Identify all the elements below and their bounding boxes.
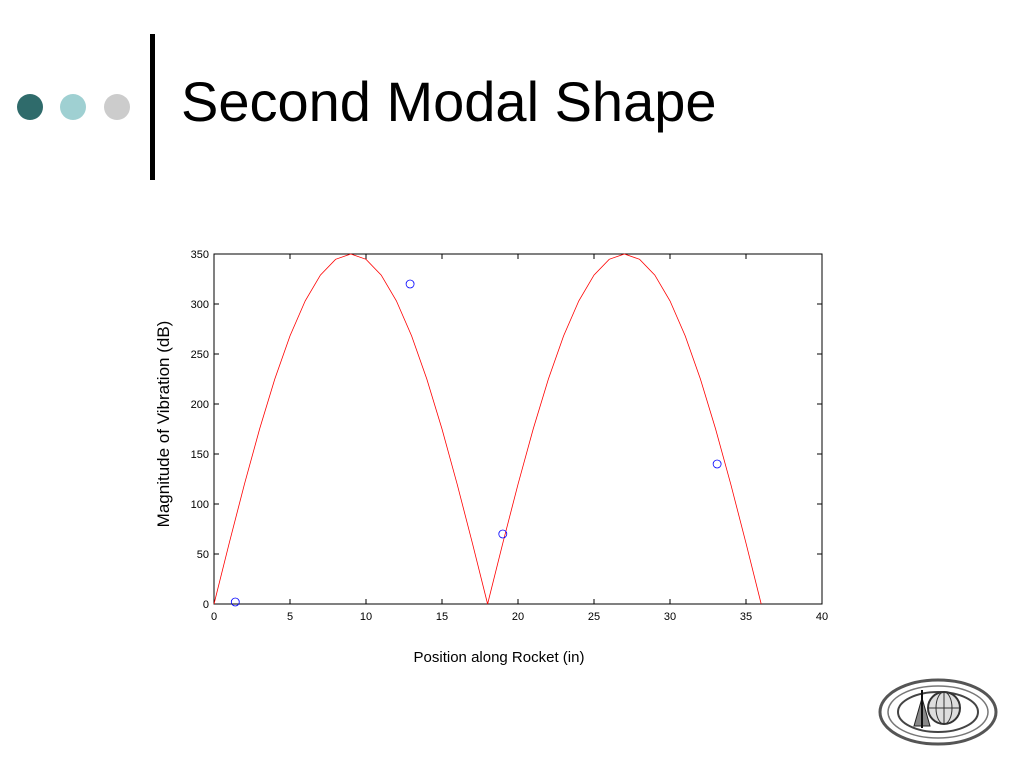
y-tick-label: 100	[191, 499, 209, 511]
y-tick-label: 50	[197, 549, 209, 561]
y-tick-label: 200	[191, 399, 209, 411]
title-accent-bar	[150, 34, 155, 180]
y-axis-label: Magnitude of Vibration (dB)	[154, 321, 173, 528]
x-tick-label: 5	[287, 611, 293, 623]
y-tick-label: 0	[203, 599, 209, 611]
slide-bullet-dot-2	[60, 94, 86, 120]
series-line-modal-shape	[213, 253, 762, 605]
x-tick-label: 30	[664, 611, 676, 623]
x-tick-label: 35	[740, 611, 752, 623]
slide-title: Second Modal Shape	[181, 70, 717, 133]
y-tick-label: 150	[191, 449, 209, 461]
data-point	[230, 597, 240, 607]
x-tick-label: 10	[360, 611, 372, 623]
slide-bullet-dot-3	[104, 94, 130, 120]
y-tick-label: 300	[191, 299, 209, 311]
x-tick-label: 0	[211, 611, 217, 623]
data-point	[405, 279, 415, 289]
plot-area-frame	[213, 253, 823, 605]
x-axis-label: Position along Rocket (in)	[414, 649, 585, 666]
x-tick-label: 15	[436, 611, 448, 623]
y-tick-label: 350	[191, 249, 209, 261]
college-seal-icon	[878, 678, 998, 746]
y-tick-label: 250	[191, 349, 209, 361]
x-tick-label: 20	[512, 611, 524, 623]
slide-bullet-dot-1	[17, 94, 43, 120]
data-point	[712, 459, 722, 469]
x-tick-label: 25	[588, 611, 600, 623]
data-point	[498, 529, 508, 539]
x-tick-label: 40	[816, 611, 828, 623]
